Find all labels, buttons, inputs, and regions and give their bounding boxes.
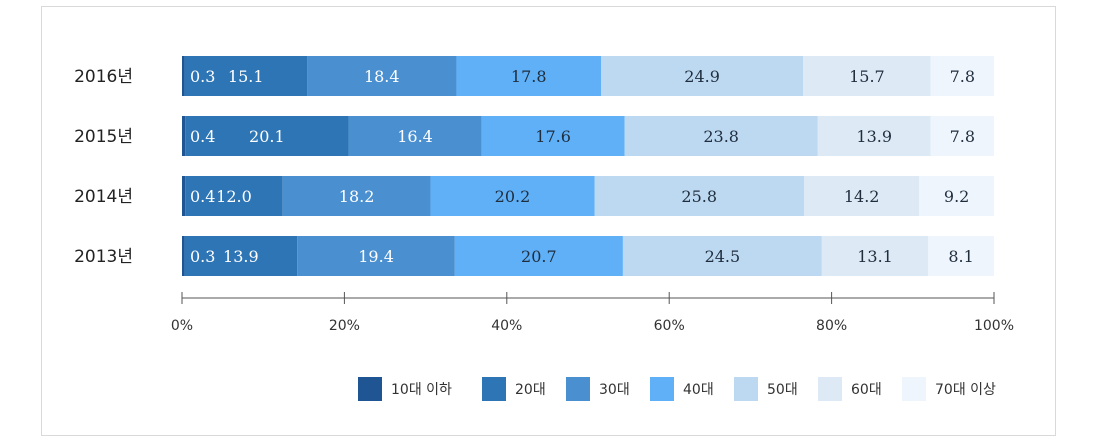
bar-segment bbox=[185, 116, 349, 156]
legend-label: 60대 bbox=[851, 382, 882, 398]
bar-segment bbox=[803, 56, 931, 96]
data-label: 24.9 bbox=[684, 67, 720, 86]
bar-segment bbox=[456, 56, 601, 96]
data-label: 17.8 bbox=[511, 67, 547, 86]
x-tick-label: 0% bbox=[171, 318, 193, 334]
legend-swatch bbox=[902, 377, 926, 401]
legend-item: 70대 이상 bbox=[902, 377, 996, 401]
legend-label: 70대 이상 bbox=[935, 382, 996, 398]
category-label: 2013년 bbox=[74, 247, 133, 267]
bar-segment bbox=[297, 236, 455, 276]
data-label: 16.4 bbox=[397, 127, 433, 146]
x-tick-label: 20% bbox=[329, 318, 360, 334]
legend-swatch bbox=[482, 377, 506, 401]
legend-swatch bbox=[566, 377, 590, 401]
data-label: 17.6 bbox=[535, 127, 571, 146]
legend-item: 60대 bbox=[818, 377, 882, 401]
data-label: 0.3 bbox=[190, 67, 215, 86]
data-label: 7.8 bbox=[950, 127, 975, 146]
bar-segment bbox=[624, 116, 818, 156]
data-label: 0.4 bbox=[190, 187, 215, 206]
legend-label: 20대 bbox=[515, 382, 546, 398]
x-tick-label: 100% bbox=[974, 318, 1014, 334]
data-label: 20.7 bbox=[521, 247, 557, 266]
bar-segment bbox=[803, 176, 920, 216]
legend-label: 40대 bbox=[683, 382, 714, 398]
bar-segment bbox=[454, 236, 623, 276]
x-axis: 0% 20% 40% 60% 80% 100% bbox=[171, 292, 1014, 334]
legend-item: 20대 bbox=[482, 377, 546, 401]
bar-segment bbox=[817, 116, 931, 156]
legend-swatch bbox=[818, 377, 842, 401]
x-tick-label: 80% bbox=[816, 318, 847, 334]
data-label: 0.3 bbox=[190, 247, 215, 266]
data-label: 24.5 bbox=[705, 247, 741, 266]
data-label: 18.2 bbox=[339, 187, 375, 206]
bar-row-2015년: 2015년 0.4 20.1 16.4 17.6 23.8 13.9 7.8 bbox=[74, 116, 994, 156]
data-label: 12.0 bbox=[216, 187, 252, 206]
data-label: 13.9 bbox=[223, 247, 259, 266]
legend-swatch bbox=[358, 377, 382, 401]
legend-swatch bbox=[734, 377, 758, 401]
data-label: 0.4 bbox=[190, 127, 215, 146]
bar-row-2016년: 2016년 0.3 15.1 18.4 17.8 24.9 15.7 7.8 bbox=[74, 56, 994, 96]
data-label: 15.7 bbox=[849, 67, 885, 86]
data-label: 8.1 bbox=[948, 247, 973, 266]
x-tick-label: 60% bbox=[654, 318, 685, 334]
category-label: 2016년 bbox=[74, 67, 133, 87]
bar-segment bbox=[600, 56, 804, 96]
bar-segment bbox=[928, 236, 994, 276]
data-label: 13.9 bbox=[856, 127, 892, 146]
legend-item: 50대 bbox=[734, 377, 798, 401]
data-label: 20.2 bbox=[495, 187, 531, 206]
bar-segment bbox=[307, 56, 457, 96]
bar-row-2014년: 2014년 0.4 12.0 18.2 20.2 25.8 14.2 9.2 bbox=[74, 176, 994, 216]
category-label: 2014년 bbox=[74, 187, 133, 207]
bar-segment bbox=[430, 176, 595, 216]
legend-item: 30대 bbox=[566, 377, 630, 401]
legend-label: 10대 이하 bbox=[391, 382, 452, 398]
bar-segment bbox=[182, 176, 186, 216]
data-label: 14.2 bbox=[844, 187, 880, 206]
data-label: 7.8 bbox=[950, 67, 975, 86]
data-label: 20.1 bbox=[249, 127, 285, 146]
bar-segment bbox=[185, 176, 283, 216]
data-label: 23.8 bbox=[703, 127, 739, 146]
legend-swatch bbox=[650, 377, 674, 401]
bar-segment bbox=[182, 236, 185, 276]
bar-segment bbox=[930, 116, 994, 156]
legend-label: 50대 bbox=[767, 382, 798, 398]
x-tick-label: 40% bbox=[491, 318, 522, 334]
data-label: 15.1 bbox=[228, 67, 264, 86]
data-label: 13.1 bbox=[857, 247, 893, 266]
data-label: 9.2 bbox=[944, 187, 969, 206]
bar-segment bbox=[930, 56, 994, 96]
bar-row-2013년: 2013년 0.3 13.9 19.4 20.7 24.5 13.1 8.1 bbox=[74, 236, 994, 276]
bar-segment bbox=[821, 236, 929, 276]
data-label: 18.4 bbox=[364, 67, 400, 86]
bar-segment bbox=[481, 116, 625, 156]
bar-segment bbox=[622, 236, 822, 276]
bar-segment bbox=[184, 236, 298, 276]
bar-segment bbox=[594, 176, 804, 216]
data-label: 25.8 bbox=[681, 187, 717, 206]
bar-segment bbox=[184, 56, 308, 96]
chart-frame: 2016년 0.3 15.1 18.4 17.8 24.9 15.7 7.8 2015년 0.4 2… bbox=[41, 6, 1056, 436]
legend-item: 40대 bbox=[650, 377, 714, 401]
category-label: 2015년 bbox=[74, 127, 133, 147]
legend-label: 30대 bbox=[599, 382, 630, 398]
bar-segment bbox=[182, 56, 185, 96]
legend-item: 10대 이하 bbox=[358, 377, 452, 401]
bar-segment bbox=[348, 116, 482, 156]
bar-segment bbox=[182, 116, 186, 156]
legend: 10대 이하 20대 30대 40대 50대 60대 70대 이상 bbox=[358, 377, 996, 401]
bar-segment bbox=[282, 176, 431, 216]
data-label: 19.4 bbox=[358, 247, 394, 266]
bar-segment bbox=[919, 176, 994, 216]
